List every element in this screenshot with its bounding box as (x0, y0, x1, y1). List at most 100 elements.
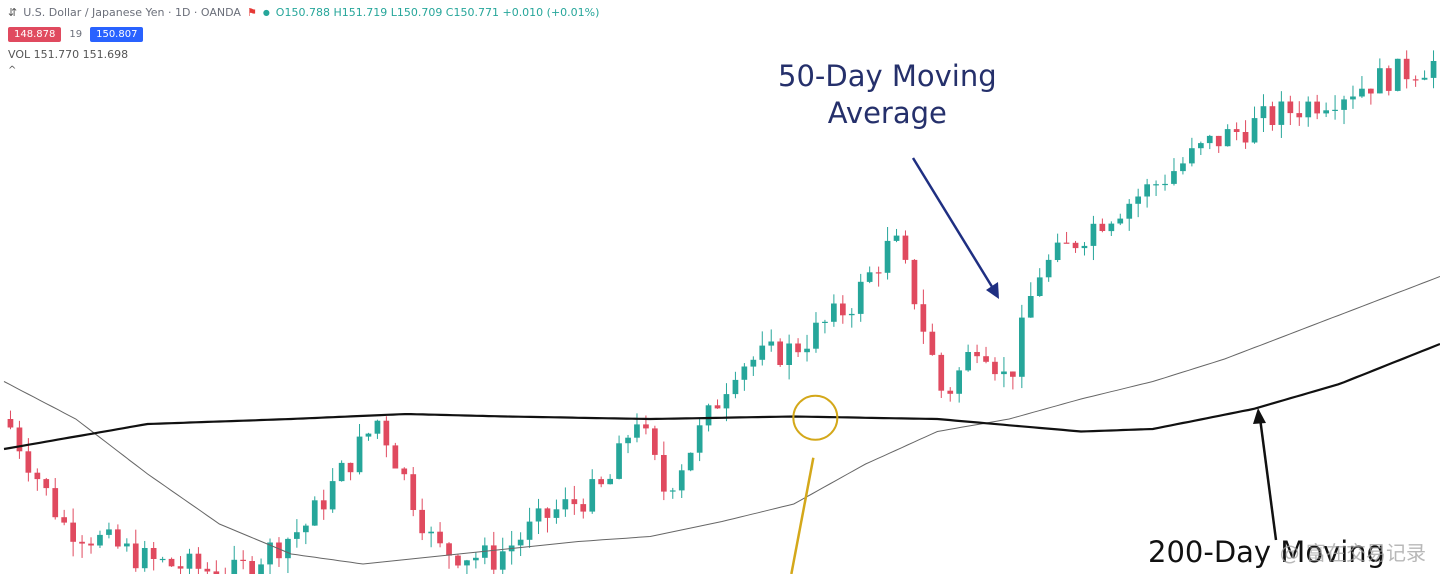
candle-body (1430, 61, 1437, 78)
candle-body (1162, 183, 1168, 186)
candle-body (419, 509, 425, 534)
candle-body (88, 543, 94, 546)
candle-body (1054, 242, 1061, 260)
candle-body (1305, 101, 1312, 118)
candle-body (303, 525, 309, 533)
buy-button[interactable]: 150.807 (90, 27, 144, 42)
ma50-arrow (911, 157, 996, 291)
candle-body (311, 500, 318, 526)
candle-body (1126, 203, 1133, 219)
candle-body (106, 529, 112, 535)
candle-body (267, 542, 273, 565)
candle-body (750, 359, 757, 367)
ohlc-readout: O150.788 H151.719 L150.709 C150.771 +0.0… (275, 6, 600, 19)
candle-body (329, 481, 336, 510)
candle-body (1269, 106, 1276, 125)
candle-body (1233, 129, 1240, 132)
candle-body (52, 488, 59, 518)
candle-body (294, 532, 300, 539)
candle-body (115, 529, 121, 547)
candle-body (1063, 242, 1070, 244)
candle-body (124, 543, 130, 547)
candle-body (562, 499, 569, 510)
volume-readout: VOL 151.770 151.698 (8, 48, 129, 61)
candle-body (822, 321, 828, 323)
candle-body (213, 571, 220, 574)
candle-body (535, 508, 542, 522)
candle-body (875, 272, 882, 274)
symbol-icon[interactable]: ⇵ (8, 6, 18, 19)
candle-body (517, 539, 524, 546)
candle-body (338, 462, 345, 482)
candle-body (383, 420, 390, 446)
candle-body (1027, 296, 1034, 318)
candle-body (616, 443, 622, 479)
candle-body (1072, 242, 1079, 249)
candle-body (79, 541, 85, 544)
ma200-annotation: 200-Day Moving (1148, 535, 1386, 569)
candle-body (1377, 68, 1383, 94)
candle-body (902, 235, 909, 260)
candle-body (580, 504, 587, 512)
watermark: @ 富在交易记录 (1279, 541, 1426, 565)
candle-body (696, 425, 703, 453)
ma50-annotation: 50-Day Moving Average (778, 59, 997, 130)
candle-body (759, 345, 766, 360)
candle-body (285, 538, 291, 559)
candle-body (1198, 143, 1204, 149)
candle-body (61, 517, 67, 523)
candle-body (768, 341, 775, 346)
candle-body (231, 559, 238, 574)
candle-body (428, 531, 434, 534)
candle-body (983, 356, 989, 362)
candle-body (974, 352, 980, 357)
candle-body (392, 445, 399, 469)
candle-body (499, 551, 506, 570)
candle-body (553, 509, 560, 518)
candle-body (34, 472, 41, 480)
ma50-line (3, 276, 1440, 565)
candle-body (204, 568, 211, 572)
candle-body (1287, 101, 1294, 114)
candle-body (840, 303, 846, 316)
candle-body (1421, 77, 1428, 80)
market-status-dot: ● (262, 8, 270, 17)
candle-body (1001, 371, 1007, 375)
candle-body (687, 452, 694, 471)
candle-body (625, 437, 631, 444)
candle-body (1099, 223, 1106, 231)
candle-body (132, 543, 139, 569)
candle-body (714, 405, 721, 409)
ma200-arrowhead (1253, 408, 1266, 424)
candle-body (16, 427, 23, 452)
candle-body (159, 558, 166, 561)
trade-buttons: 148.878 19 150.807 (8, 27, 599, 42)
symbol-title[interactable]: U.S. Dollar / Japanese Yen · 1D · OANDA (23, 6, 241, 19)
candle-body (938, 354, 945, 391)
candle-body (1224, 129, 1231, 147)
candle-body (1215, 135, 1222, 147)
candle-body (1090, 223, 1097, 246)
candle-body (1385, 68, 1392, 91)
candle-body (43, 479, 50, 489)
candle-body (347, 462, 354, 473)
candle-body (804, 348, 810, 353)
sell-button[interactable]: 148.878 (8, 27, 62, 42)
chart-header: ⇵ U.S. Dollar / Japanese Yen · 1D · OAND… (8, 6, 599, 76)
candle-body (866, 272, 873, 282)
candle-body (857, 281, 864, 314)
collapse-chevron-icon[interactable]: ^ (8, 65, 17, 76)
candle-body (1180, 163, 1186, 172)
candle-body (911, 259, 918, 305)
golden-cross-marker (792, 394, 839, 441)
candle-body (965, 352, 971, 371)
candle-body (1359, 88, 1365, 97)
candle-body (177, 566, 184, 569)
flag-icon: ⚑ (246, 6, 257, 19)
candle-body (258, 564, 264, 574)
candle-body (956, 370, 962, 394)
candle-body (1108, 223, 1115, 232)
candle-body (249, 561, 255, 574)
candle-body (1010, 371, 1016, 377)
